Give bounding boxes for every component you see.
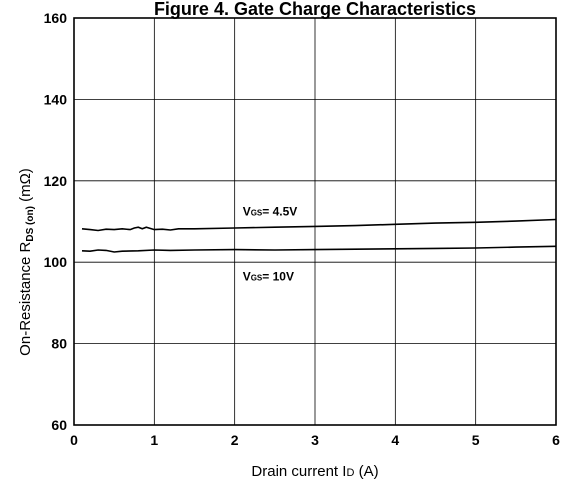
x-tick-label: 2 [231, 432, 239, 448]
series-layer: VGS= 4.5V VGS= 10V [81, 204, 557, 284]
x-tick-label: 4 [391, 432, 399, 448]
series-annotation-1: VGS= 10V [243, 270, 294, 284]
x-tick-label: 1 [150, 432, 158, 448]
x-tick-label: 3 [311, 432, 319, 448]
x-tick-label: 5 [472, 432, 480, 448]
series-line-1 [81, 245, 557, 253]
y-axis-title-main: On-Resistance R [17, 241, 34, 355]
x-axis-title-unit: (A) [354, 463, 378, 480]
series-annotation-0: VGS= 4.5V [243, 204, 298, 218]
x-axis-title: Drain current ID (A) [251, 463, 378, 480]
x-tick-label: 6 [552, 432, 560, 448]
tick-labels: 0 1 2 3 4 5 6 60 80 100 120 140 160 [44, 10, 560, 448]
y-tick-label: 160 [44, 10, 68, 26]
chart-title: Figure 4. Gate Charge Characteristics [154, 0, 476, 19]
y-tick-label: 100 [44, 254, 68, 270]
y-axis-title: On-Resistance RDS (on) (mΩ) [17, 168, 36, 356]
plot-frame [73, 17, 557, 426]
y-tick-label: 80 [51, 336, 67, 352]
x-tick-label: 0 [70, 432, 78, 448]
y-axis-title-unit: (mΩ) [17, 168, 34, 206]
y-axis-title-sub: DS (on) [25, 206, 36, 242]
series-line-0 [81, 218, 557, 232]
x-axis-title-sub: D [346, 467, 354, 479]
x-axis-title-main: Drain current I [251, 463, 346, 480]
y-tick-label: 140 [44, 91, 68, 107]
y-tick-label: 60 [51, 417, 67, 433]
y-tick-label: 120 [44, 173, 68, 189]
